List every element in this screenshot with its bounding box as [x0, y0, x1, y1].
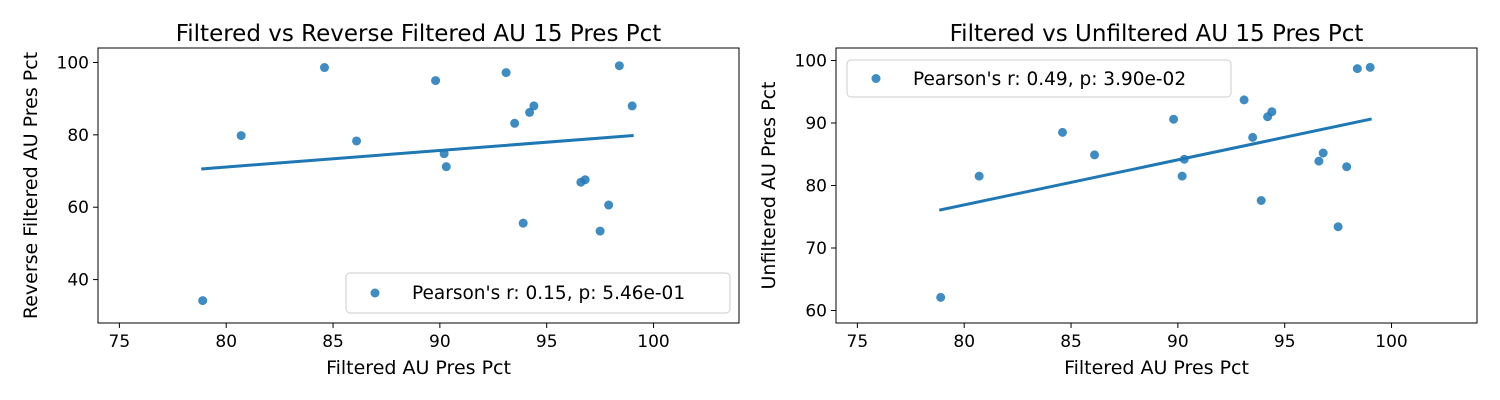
scatter-point [236, 131, 246, 141]
x-axis-label: Filtered AU Pres Pct [1064, 357, 1249, 379]
scatter-point [501, 68, 511, 78]
scatter-point [431, 76, 441, 86]
scatter-point [1352, 64, 1362, 74]
regression-line [201, 133, 634, 171]
y-tick-label: 60 [805, 302, 827, 322]
legend: Pearson's r: 0.49, p: 3.90e-02 [846, 59, 1232, 98]
scatter-point [974, 171, 984, 181]
scatter-point [352, 136, 362, 146]
regression-line [938, 117, 1372, 212]
legend-box [345, 272, 731, 314]
x-tick-label: 80 [953, 332, 975, 352]
y-tick-label: 100 [57, 53, 89, 73]
y-axis-label: Reverse Filtered AU Pres Pct [20, 52, 42, 319]
legend-box [846, 59, 1232, 98]
x-tick-label: 85 [322, 332, 344, 352]
scatter-point [1318, 148, 1328, 158]
scatter-point [604, 200, 614, 210]
x-tick-label: 100 [637, 332, 669, 352]
y-axis-label: Unfiltered AU Pres Pct [758, 82, 780, 290]
y-tick-label: 40 [67, 271, 89, 291]
plot-frame [835, 47, 1478, 324]
scatter-point [627, 101, 637, 111]
y-tick-label: 100 [795, 52, 827, 72]
plot-frame [97, 47, 740, 324]
scatter-point [1256, 196, 1266, 205]
chart-unfiltered: Filtered vs Unfiltered AU 15 Pres Pct Fi… [758, 21, 1478, 379]
scatter-point [510, 118, 520, 128]
plot-marks [198, 61, 637, 306]
scatter-point [1057, 127, 1067, 137]
scatter-point [595, 226, 605, 236]
scatter-point [1169, 114, 1179, 124]
scatter-point [1248, 132, 1258, 142]
scatter-point [518, 218, 528, 228]
legend: Pearson's r: 0.15, p: 5.46e-01 [345, 272, 731, 314]
legend-marker [370, 288, 380, 298]
x-tick-label: 90 [429, 332, 451, 352]
scatter-point [1177, 171, 1187, 181]
scatter-point [614, 61, 624, 71]
y-tick-label: 80 [805, 177, 827, 197]
x-tick-label: 75 [109, 332, 131, 352]
scatter-point [580, 175, 590, 185]
scatter-point [529, 101, 539, 111]
y-tick-label: 60 [67, 198, 89, 218]
x-tick-label: 95 [536, 332, 558, 352]
legend-label: Pearson's r: 0.15, p: 5.46e-01 [412, 283, 685, 304]
scatter-point [198, 296, 208, 306]
y-tick-label: 80 [67, 126, 89, 146]
chart-reverse-filtered: Filtered vs Reverse Filtered AU 15 Pres … [20, 21, 740, 379]
axis-ticks: 75 80 85 90 95 100 40 60 80 100 [57, 53, 670, 352]
x-tick-label: 75 [847, 332, 869, 352]
scatter-point [1267, 107, 1277, 117]
legend-label: Pearson's r: 0.49, p: 3.90e-02 [913, 69, 1186, 90]
scatter-point [1090, 150, 1100, 160]
x-tick-label: 90 [1167, 332, 1189, 352]
scatter-point [1239, 95, 1249, 105]
x-tick-label: 85 [1060, 332, 1082, 352]
chart-title: Filtered vs Unfiltered AU 15 Pres Pct [950, 21, 1364, 47]
x-tick-label: 80 [215, 332, 237, 352]
y-tick-label: 90 [805, 114, 827, 134]
chart-title: Filtered vs Reverse Filtered AU 15 Pres … [176, 21, 662, 47]
scatter-point [1314, 156, 1324, 166]
plot-marks [936, 62, 1375, 302]
x-tick-label: 95 [1274, 332, 1296, 352]
scatter-point [525, 107, 535, 117]
y-tick-label: 70 [805, 239, 827, 259]
axis-ticks: 75 80 85 90 95 100 60 70 80 90 100 [795, 52, 1408, 353]
scatter-point [1342, 162, 1352, 172]
legend-marker [871, 74, 881, 83]
scatter-point [441, 162, 451, 172]
scatter-point [319, 63, 329, 73]
scatter-point [1333, 222, 1343, 232]
scatter-point [1365, 62, 1375, 72]
scatter-point [936, 292, 946, 302]
x-axis-label: Filtered AU Pres Pct [326, 357, 511, 379]
x-tick-label: 100 [1375, 332, 1407, 352]
